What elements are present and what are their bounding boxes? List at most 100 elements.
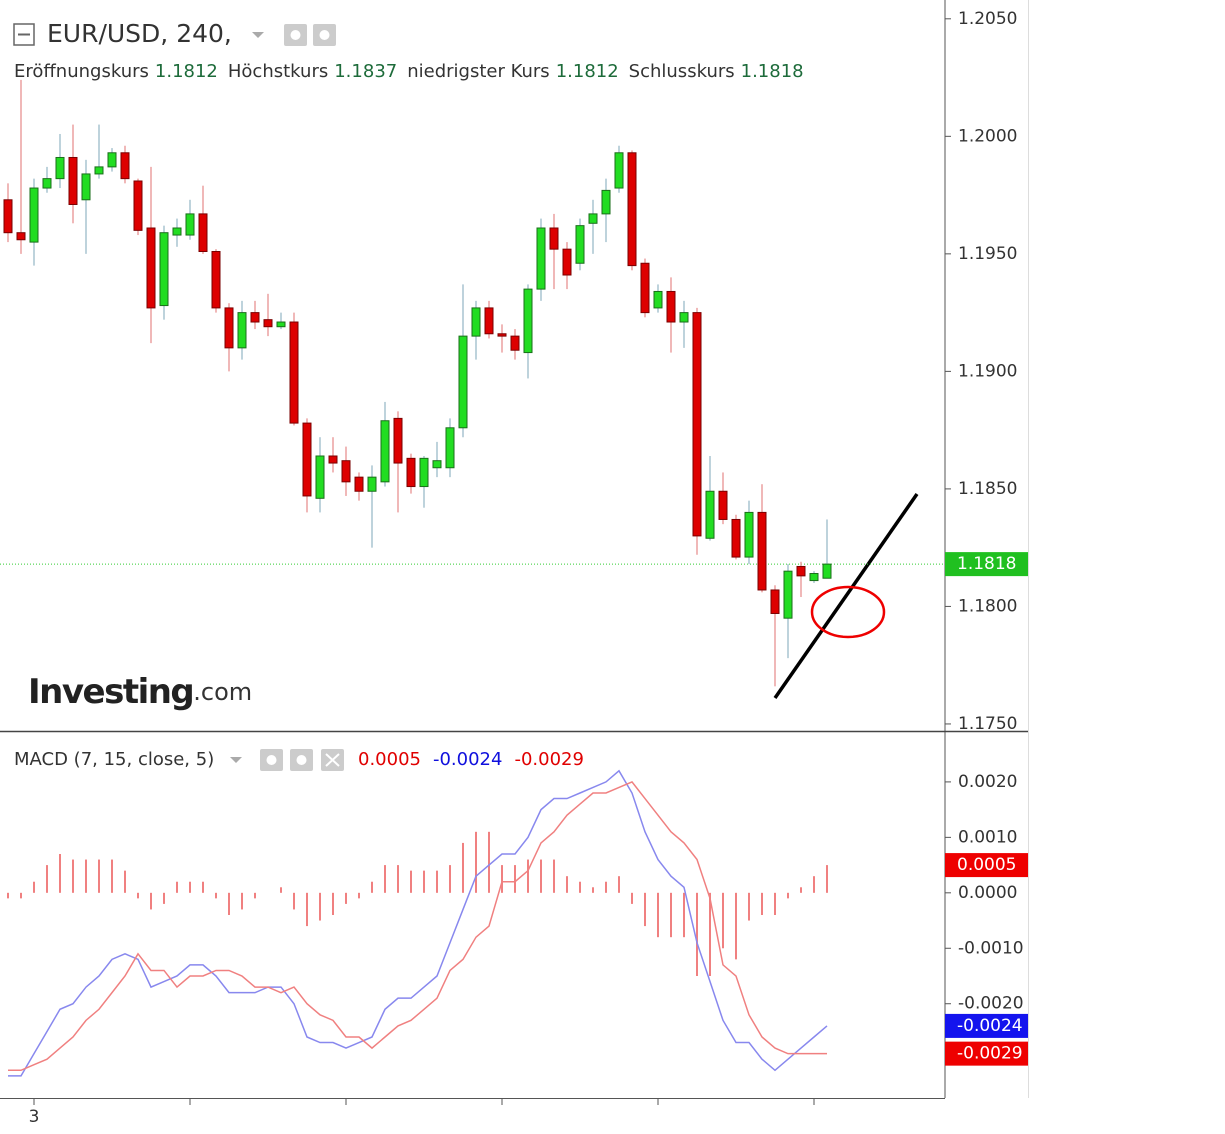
candle-body [133,180,143,231]
macd-value-label-box [945,853,1028,878]
candle-body [432,460,442,469]
trend-line [773,493,919,699]
candle-body [380,420,390,483]
candle-body [341,460,351,483]
y-tick-label: 1.1950 [958,244,1017,264]
y-tick-label: 0.0000 [958,883,1017,903]
y-tick-label: -0.0010 [958,938,1024,958]
macd-title: MACD (7, 15, close, 5) [14,749,214,770]
x-tick-label: 3 [29,1107,40,1127]
y-tick-label: 1.1900 [958,361,1017,381]
candle-body [68,156,78,205]
macd-value-label-box [945,1041,1028,1066]
candle-body [731,518,741,558]
candle-body [484,307,494,335]
macd-line [8,780,827,1072]
candle-body [185,213,195,236]
macd-value: -0.0024 [433,749,502,770]
watermark: Investing.com [28,672,252,712]
candle-body [198,213,208,253]
macd-value: -0.0029 [514,749,583,770]
gear-icon [296,755,307,765]
y-tick-label: -0.0020 [958,994,1024,1014]
gear-icon [319,30,330,40]
candle-body [419,457,429,488]
candle-body [601,189,611,215]
candle-body [809,573,819,582]
y-tick-label: 1.2000 [958,126,1017,146]
candle-body [692,312,702,537]
legend-value: 1.1837 [334,61,397,82]
y-tick-label: 1.1750 [958,714,1017,734]
candle-body [705,490,715,539]
candle-body [42,178,52,189]
candle-body [588,213,598,224]
candle-body [627,152,637,267]
candle-body [575,225,585,264]
candle-body [549,227,559,250]
candle-body [172,227,182,236]
candle-body [640,262,650,314]
last-price-label: 1.1818 [957,554,1016,574]
dropdown-icon[interactable] [230,757,242,763]
candle-body [653,290,663,309]
candle-body [367,476,377,492]
candle-body [55,156,65,180]
candle-body [744,511,754,558]
candle-body [302,422,312,497]
candle-body [289,321,299,424]
chart-title: EUR/USD, 240, [47,19,232,48]
candle-body [224,307,234,349]
macd-value-label: -0.0024 [957,1016,1023,1036]
y-tick-label: 1.1800 [958,596,1017,616]
candle-body [783,570,793,619]
legend-value: 1.1812 [155,61,218,82]
candle-body [679,312,689,323]
candle-body [29,187,39,243]
candle-body [536,227,546,290]
candle-body [237,312,247,349]
candle-body [510,335,520,351]
legend-value: 1.1818 [741,61,804,82]
macd-values: 0.0005 -0.0024 -0.0029 [358,749,584,770]
candle-body [757,511,767,591]
candle-body [107,152,117,168]
watermark-suffix: .com [193,678,252,706]
candle-body [562,248,572,276]
watermark-main: Investing [28,672,193,712]
legend-value: 1.1812 [556,61,619,82]
candle-body [666,290,676,323]
candle-body [497,333,507,337]
macd-value-label: 0.0005 [957,855,1016,875]
candle-body [458,335,468,429]
candle-body [146,227,156,309]
legend-label: Höchstkurs [228,61,328,82]
y-tick-label: 1.1850 [958,479,1017,499]
candle-body [718,490,728,520]
candle-body [16,232,26,241]
dropdown-icon[interactable] [252,32,264,38]
candle-body [276,321,286,328]
candle-body [614,152,624,189]
candle-body [822,563,832,579]
candle-body [250,312,260,323]
macd-line [8,769,828,1077]
y-tick-label: 0.0020 [958,772,1017,792]
eye-icon [290,30,301,40]
ohlc-legend: Eröffnungskurs 1.1812 Höchstkurs 1.1837 nied… [14,61,804,82]
y-tick-label: 1.2050 [958,9,1017,29]
candle-body [3,199,13,234]
candle-body [211,251,221,309]
candle-body [393,417,403,464]
macd-value-label: -0.0029 [957,1044,1023,1064]
macd-value-label-box [945,1013,1028,1038]
candle-body [523,288,533,354]
candle-body [445,427,455,469]
highlight-ellipse [810,585,886,639]
collapse-button[interactable] [13,23,35,46]
candle-body [406,457,416,488]
candle-body [796,565,806,577]
